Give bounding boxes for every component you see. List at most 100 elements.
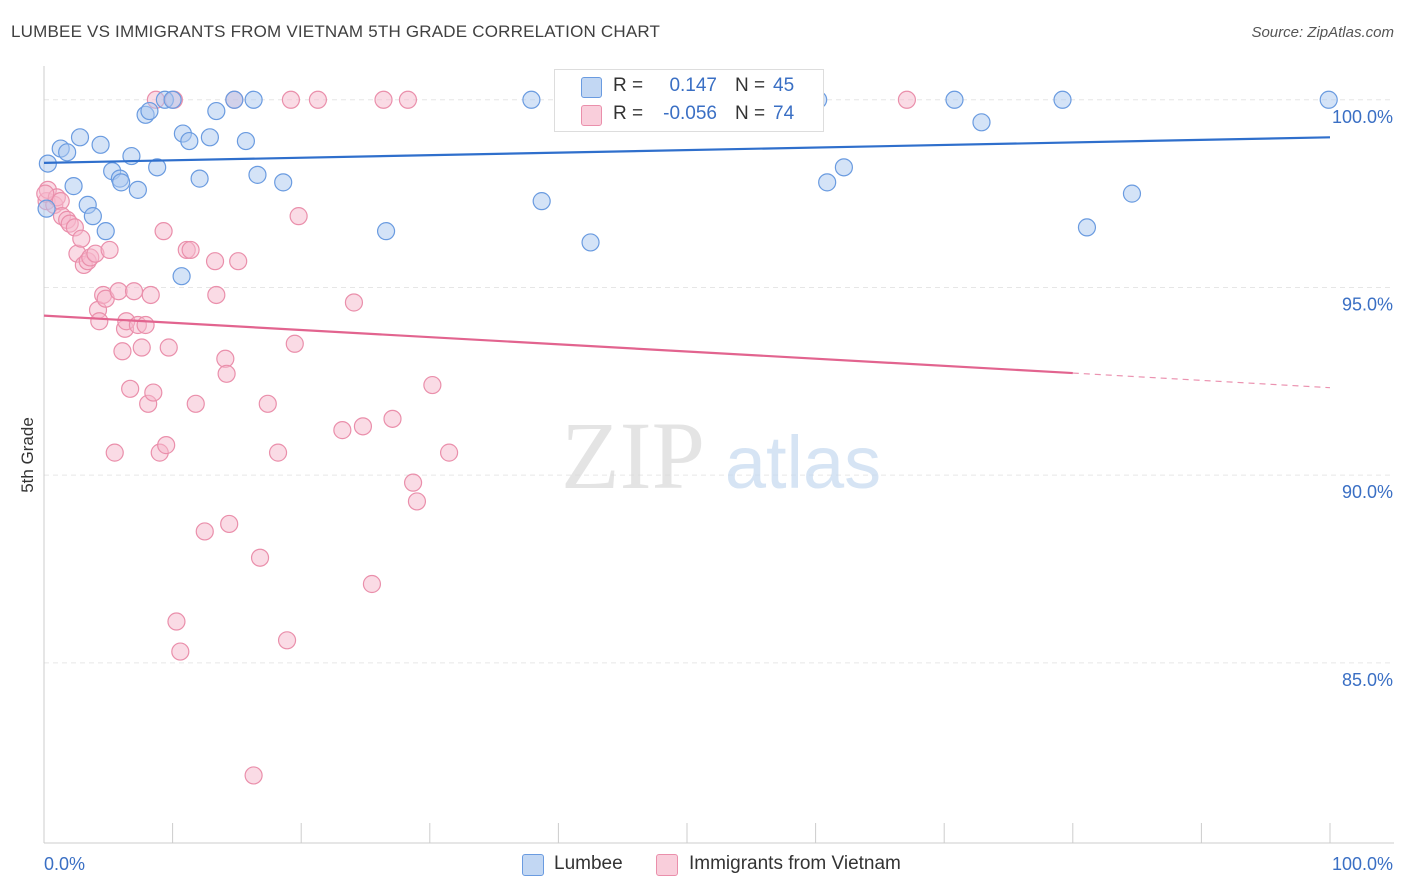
vietnam-point [109,282,128,301]
lumbee-point [1053,90,1072,109]
vietnam-point [159,338,178,357]
vietnam-point [217,364,236,383]
lumbee-point [64,177,83,196]
lumbee-point [834,158,853,177]
lumbee-point [200,128,219,147]
lumbee-point [172,267,191,286]
watermark-zip: ZIP [561,402,705,509]
vietnam-point [285,334,304,353]
vietnam-point [207,285,226,305]
legend-n-label: N = [735,75,766,96]
x-tick-label: 0.0% [44,854,85,874]
vietnam-point [113,342,132,361]
vietnam-point [308,90,328,109]
vietnam-point [136,315,155,335]
lumbee-point [96,222,115,241]
vietnam-trend-line [43,314,1073,375]
vietnam-point [344,293,364,312]
vietnam-point [353,417,373,436]
y-tick-labels: 100.0% 95.0% 90.0% 85.0% [1332,107,1393,690]
stats-legend: R = 0.147 N = 45 R = -0.056 N = 74 [554,69,824,132]
y-tick-label: 85.0% [1342,670,1393,690]
vietnam-point [281,90,301,109]
series-legend-swatch-lumbee [522,854,544,876]
lumbee-point [128,180,147,199]
vietnam-point [403,473,423,492]
series-lumbee-points [37,90,1338,286]
lumbee-point [376,222,396,241]
vietnam-point [362,574,382,594]
grid-lines [44,99,1394,664]
series-legend-label: Immigrants from Vietnam [689,853,901,874]
vietnam-point [374,90,393,109]
vietnam-point [423,375,442,395]
lumbee-point [207,101,226,121]
watermark: ZIP atlas [561,402,881,509]
lumbee-point [83,207,102,226]
legend-n-label: N = [735,103,766,124]
lumbee-point [532,192,551,211]
lumbee-point [190,169,209,188]
lumbee-point [148,158,167,177]
series-legend-swatch-vietnam [656,854,678,876]
legend-row-lumbee: R = 0.147 N = 45 [555,72,823,100]
x-tick-labels: 0.0% 100.0% [44,854,1393,874]
y-tick-label: 90.0% [1342,482,1393,502]
legend-swatch-lumbee [581,77,602,98]
legend-r-value: 0.147 [669,75,717,96]
lumbee-point [58,143,77,162]
lumbee-point [1077,218,1097,237]
vietnam-point [229,252,248,271]
vietnam-point [36,184,55,203]
vietnam-point [167,612,186,631]
vietnam-point [268,443,288,462]
vietnam-point [289,207,308,226]
lumbee-point [1122,184,1142,203]
lumbee-point [112,173,131,192]
vietnam-point [220,514,239,534]
lumbee-point [180,131,199,151]
lumbee-point [140,101,159,121]
vietnam-point [439,443,459,462]
lumbee-point [236,131,256,151]
vietnam-trend-extension [1072,372,1331,389]
lumbee-point [972,113,991,132]
vietnam-point [154,222,173,241]
lumbee-point [163,90,182,109]
legend-n-value: 74 [773,103,795,124]
vietnam-point [244,766,263,785]
vietnam-point [333,421,352,440]
vietnam-point [157,436,176,455]
vietnam-point [897,90,917,109]
vietnam-point [121,379,140,398]
vietnam-point [216,349,235,368]
lumbee-point [818,173,837,192]
trend-lines [43,136,1331,389]
x-tick-label: 100.0% [1332,854,1393,874]
vietnam-point [398,90,418,109]
legend-n-value: 45 [773,75,795,96]
vietnam-point [171,642,190,661]
vietnam-point [205,252,225,271]
vietnam-point [144,383,163,402]
vietnam-point [258,394,277,413]
legend-r-label: R = [613,103,644,124]
lumbee-point [274,173,293,192]
vietnam-point [100,240,119,260]
chart-title: LUMBEE VS IMMIGRANTS FROM VIETNAM 5TH GR… [11,22,661,41]
lumbee-point [244,90,263,109]
lumbee-point [70,128,90,147]
vietnam-point [407,492,427,511]
lumbee-point [581,233,600,252]
lumbee-point [248,165,267,184]
vietnam-point [250,548,270,567]
vietnam-point [383,409,402,428]
y-tick-label: 100.0% [1332,107,1393,127]
vietnam-point [195,522,214,541]
series-legend: Lumbee Immigrants from Vietnam [0,852,1406,878]
lumbee-trend-line [43,136,1331,164]
source-label: Source: ZipAtlas.com [1251,24,1394,41]
lumbee-point [91,135,110,154]
lumbee-point [37,199,56,218]
